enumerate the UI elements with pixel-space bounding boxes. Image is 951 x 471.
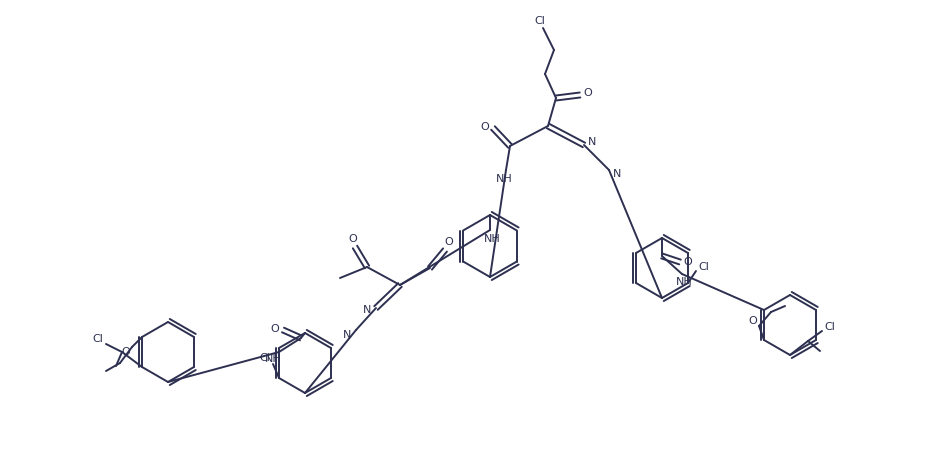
Text: N: N — [363, 305, 371, 315]
Text: O: O — [684, 257, 692, 267]
Text: NH: NH — [675, 277, 692, 287]
Text: NH: NH — [484, 234, 500, 244]
Text: Cl: Cl — [699, 262, 709, 272]
Text: O: O — [584, 88, 592, 98]
Text: NH: NH — [264, 354, 281, 364]
Text: Cl: Cl — [534, 16, 546, 26]
Text: O: O — [480, 122, 490, 132]
Text: Cl: Cl — [260, 353, 270, 363]
Text: NH: NH — [495, 174, 513, 184]
Text: N: N — [588, 137, 596, 147]
Text: O: O — [748, 316, 757, 326]
Text: N: N — [342, 330, 351, 340]
Text: O: O — [122, 347, 130, 357]
Text: O: O — [445, 237, 454, 247]
Text: Cl: Cl — [92, 334, 104, 344]
Text: Cl: Cl — [825, 322, 835, 332]
Text: N: N — [612, 169, 621, 179]
Text: O: O — [271, 324, 280, 334]
Text: O: O — [349, 234, 358, 244]
